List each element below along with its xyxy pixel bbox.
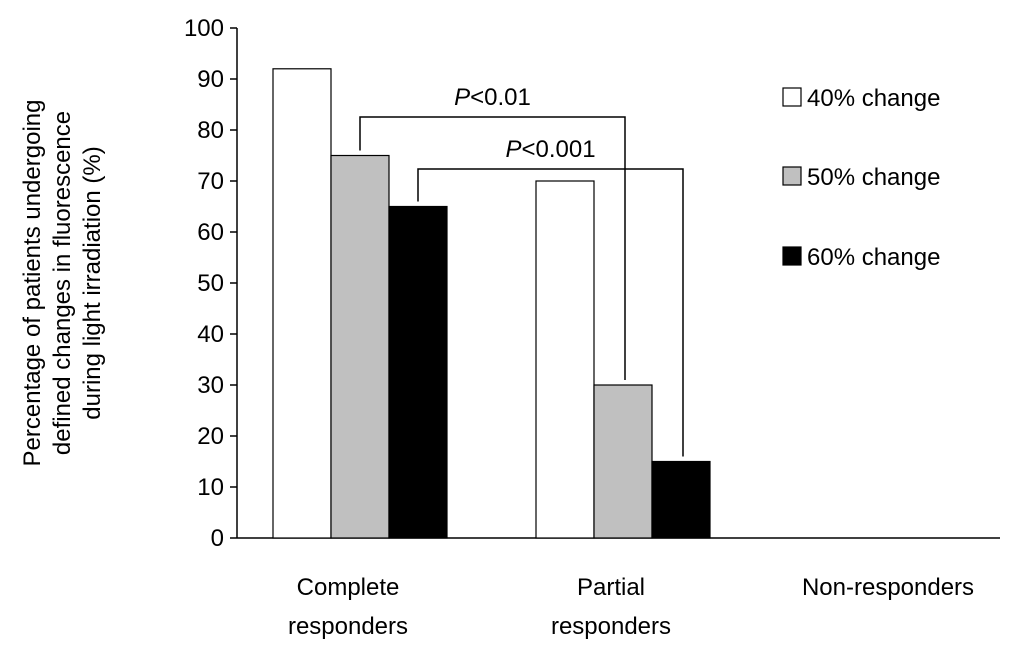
bar: [651, 460, 711, 539]
legend-swatch: [782, 166, 802, 186]
y-tick-label: 0: [211, 525, 224, 552]
y-tick-label: 30: [197, 372, 224, 399]
x-category-label: Partial: [577, 574, 645, 601]
bars: [272, 68, 711, 539]
y-tick-label: 20: [197, 423, 224, 450]
significance-bracket: [417, 168, 684, 457]
y-axis-label-line: Percentage of patients undergoing: [19, 100, 46, 467]
y-axis-label-line: during light irradiation (%): [79, 146, 106, 419]
legend: 40% change 50% change 60% change: [782, 85, 940, 271]
y-tick-label: 70: [197, 168, 224, 195]
p-symbol: P: [505, 136, 521, 163]
y-axis-ticks: 0 10 20 30 40 50 60 70 80 90 100: [184, 15, 237, 552]
significance-annotations: P<0.01P<0.001: [359, 84, 684, 457]
x-category-label: Complete: [297, 574, 400, 601]
legend-label: 50% change: [807, 164, 940, 191]
x-axis-category-labels: Complete responders Partial responders Non-r…: [288, 574, 974, 640]
p-symbol: P: [454, 84, 470, 111]
y-tick-label: 80: [197, 117, 224, 144]
p-threshold: <0.01: [470, 84, 531, 111]
y-tick-label: 100: [184, 15, 224, 42]
y-tick-label: 60: [197, 219, 224, 246]
bar: [388, 205, 448, 539]
bar: [272, 68, 332, 539]
significance-bracket: [359, 116, 626, 380]
bar: [330, 154, 390, 539]
x-category-label: responders: [288, 613, 408, 640]
legend-swatch: [782, 87, 802, 107]
y-tick-label: 90: [197, 66, 224, 93]
y-axis-label: Percentage of patients undergoing defined…: [19, 100, 106, 467]
y-tick-label: 10: [197, 474, 224, 501]
x-category-label: Non-responders: [802, 574, 974, 601]
bar: [535, 180, 595, 539]
significance-label: P<0.001: [505, 136, 595, 163]
p-threshold: <0.001: [521, 136, 595, 163]
legend-label: 40% change: [807, 85, 940, 112]
y-tick-label: 50: [197, 270, 224, 297]
y-tick-label: 40: [197, 321, 224, 348]
x-category-label: responders: [551, 613, 671, 640]
y-axis-label-line: defined changes in fluorescence: [49, 111, 76, 455]
significance-label: P<0.01: [454, 84, 531, 111]
bar: [593, 384, 653, 539]
legend-label: 60% change: [807, 244, 940, 271]
legend-swatch: [782, 246, 802, 266]
